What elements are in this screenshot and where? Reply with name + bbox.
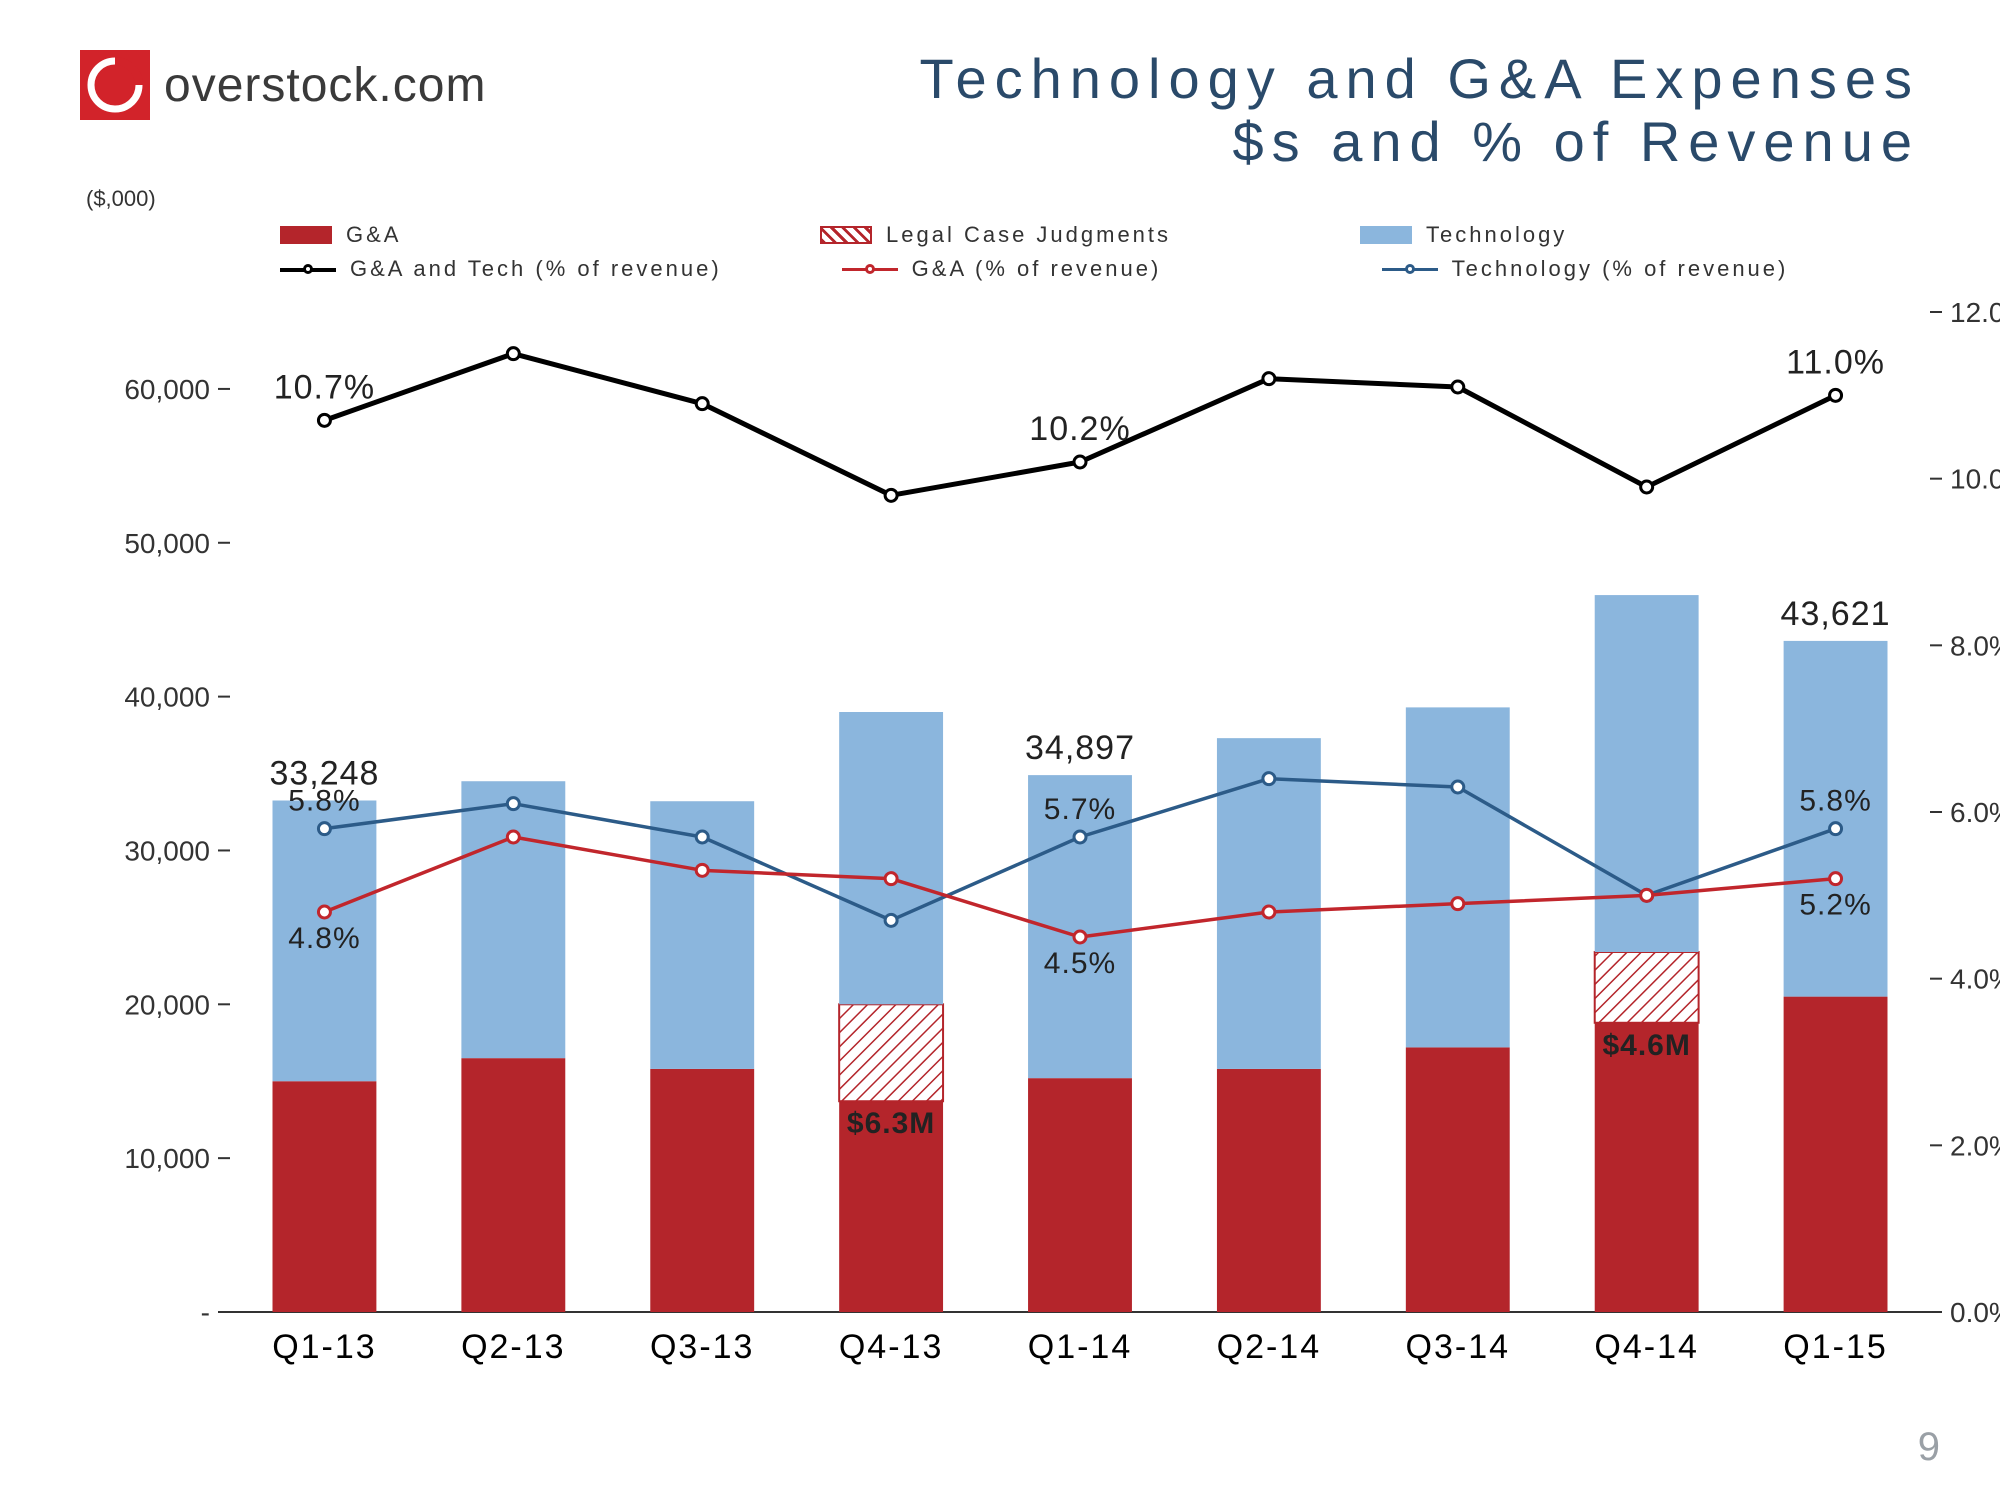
title-line-1: Technology and G&A Expenses — [919, 50, 1920, 109]
title-line-2: $s and % of Revenue — [919, 113, 1920, 172]
svg-text:Q4-13: Q4-13 — [839, 1328, 944, 1366]
swatch-line-total — [280, 259, 336, 279]
legend-ga-label: G&A — [346, 222, 401, 248]
svg-text:5.7%: 5.7% — [1044, 793, 1116, 826]
legend-tech-label: Technology — [1426, 222, 1567, 248]
svg-text:Q4-14: Q4-14 — [1594, 1328, 1699, 1366]
svg-text:-: - — [201, 1297, 210, 1328]
svg-text:5.2%: 5.2% — [1799, 888, 1871, 921]
svg-text:10.7%: 10.7% — [274, 368, 375, 406]
svg-text:34,897: 34,897 — [1025, 729, 1135, 767]
svg-text:10.0%: 10.0% — [1950, 463, 2000, 494]
svg-text:5.8%: 5.8% — [288, 784, 360, 817]
svg-text:Q3-14: Q3-14 — [1406, 1328, 1511, 1366]
page-number: 9 — [1918, 1425, 1940, 1470]
brand-name: overstock.com — [164, 58, 486, 113]
legend-pct-ga-label: G&A (% of revenue) — [912, 256, 1162, 282]
svg-text:Q2-14: Q2-14 — [1217, 1328, 1322, 1366]
y-axis-unit-label: ($,000) — [86, 186, 1920, 212]
svg-text:2.0%: 2.0% — [1950, 1130, 2000, 1161]
svg-text:43,621: 43,621 — [1781, 595, 1891, 633]
svg-text:$6.3M: $6.3M — [847, 1107, 935, 1140]
svg-text:4.5%: 4.5% — [1044, 947, 1116, 980]
chart-legend: G&A Legal Case Judgments Technology G&A … — [280, 222, 1920, 282]
svg-text:10,000: 10,000 — [124, 1143, 210, 1174]
legend-legal: Legal Case Judgments — [820, 222, 1240, 248]
legend-legal-label: Legal Case Judgments — [886, 222, 1171, 248]
svg-text:30,000: 30,000 — [124, 835, 210, 866]
expenses-combo-chart: - 10,000 20,000 30,000 40,000 50,000 60,000 0.0… — [80, 292, 2000, 1382]
brand-logo: overstock.com — [80, 50, 486, 120]
swatch-line-tech — [1382, 259, 1438, 279]
legend-tech: Technology — [1360, 222, 1780, 248]
swatch-legal — [820, 226, 872, 244]
svg-text:0.0%: 0.0% — [1950, 1297, 2000, 1328]
brand-logo-mark — [80, 50, 150, 120]
svg-text:Q1-13: Q1-13 — [272, 1328, 377, 1366]
svg-text:5.8%: 5.8% — [1799, 784, 1871, 817]
legend-pct-total-label: G&A and Tech (% of revenue) — [350, 256, 722, 282]
swatch-tech — [1360, 226, 1412, 244]
page-title: Technology and G&A Expenses $s and % of … — [919, 50, 1920, 172]
svg-text:Q2-13: Q2-13 — [461, 1328, 566, 1366]
svg-text:4.8%: 4.8% — [288, 922, 360, 955]
svg-text:6.0%: 6.0% — [1950, 797, 2000, 828]
svg-text:60,000: 60,000 — [124, 374, 210, 405]
legend-pct-tech: Technology (% of revenue) — [1382, 256, 1802, 282]
svg-text:Q1-14: Q1-14 — [1028, 1328, 1133, 1366]
legend-pct-total: G&A and Tech (% of revenue) — [280, 256, 722, 282]
svg-text:Q3-13: Q3-13 — [650, 1328, 755, 1366]
legend-ga: G&A — [280, 222, 700, 248]
svg-text:50,000: 50,000 — [124, 527, 210, 558]
svg-text:$4.6M: $4.6M — [1602, 1028, 1690, 1061]
svg-text:Q1-15: Q1-15 — [1783, 1328, 1888, 1366]
svg-text:4.0%: 4.0% — [1950, 963, 2000, 994]
svg-text:11.0%: 11.0% — [1786, 343, 1885, 381]
swatch-line-ga — [842, 259, 898, 279]
svg-text:10.2%: 10.2% — [1029, 410, 1130, 448]
svg-text:12.0%: 12.0% — [1950, 297, 2000, 328]
svg-text:40,000: 40,000 — [124, 681, 210, 712]
legend-pct-tech-label: Technology (% of revenue) — [1452, 256, 1789, 282]
legend-pct-ga: G&A (% of revenue) — [842, 256, 1262, 282]
svg-text:8.0%: 8.0% — [1950, 630, 2000, 661]
svg-text:20,000: 20,000 — [124, 989, 210, 1020]
swatch-ga — [280, 226, 332, 244]
